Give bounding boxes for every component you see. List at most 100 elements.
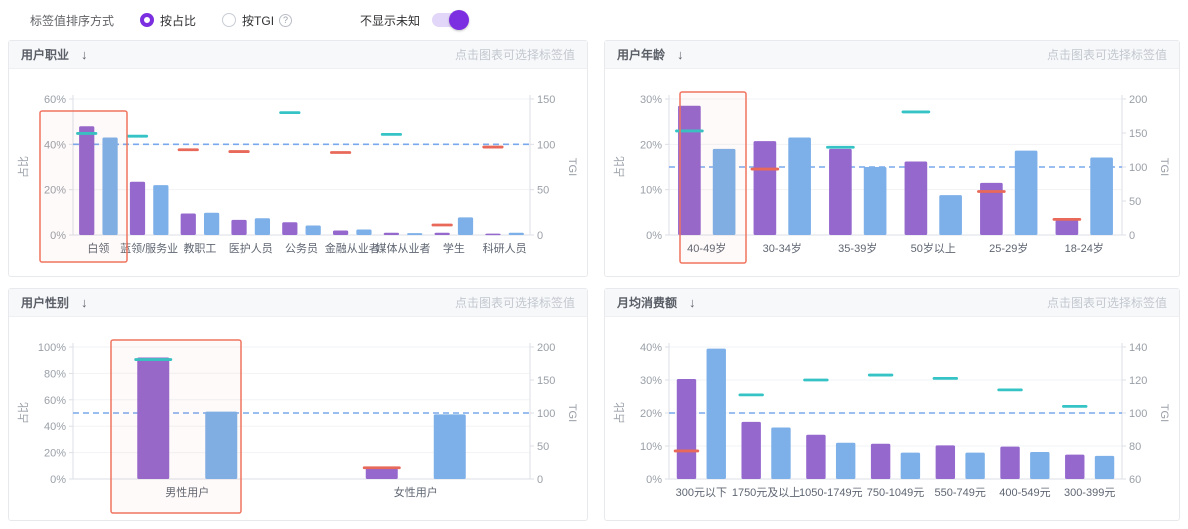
svg-text:0: 0: [537, 474, 543, 486]
svg-text:TGI: TGI: [566, 404, 578, 422]
svg-text:35-39岁: 35-39岁: [838, 241, 877, 255]
svg-text:0%: 0%: [50, 474, 66, 486]
svg-text:40%: 40%: [44, 421, 66, 433]
sort-descending-icon[interactable]: ↓: [81, 47, 88, 62]
svg-text:占比: 占比: [16, 402, 30, 424]
radio-by-ratio[interactable]: 按占比: [140, 12, 196, 29]
svg-text:10%: 10%: [640, 185, 662, 197]
svg-text:科研人员: 科研人员: [483, 241, 527, 255]
svg-text:1750元及以上: 1750元及以上: [732, 486, 800, 499]
svg-text:100%: 100%: [38, 342, 66, 354]
svg-text:100: 100: [537, 139, 555, 151]
panel-header: 用户职业 ↓ 点击图表可选择标签值: [9, 41, 587, 69]
svg-text:TGI: TGI: [1158, 404, 1170, 422]
svg-text:媒体从业者: 媒体从业者: [376, 241, 431, 255]
svg-text:TGI: TGI: [566, 158, 578, 176]
age-bar-chart[interactable]: 0% 10% 20% 30% 0 50 100 150 200 40-49岁 30-34岁 35-39…: [605, 69, 1179, 276]
panel-title: 月均消费额: [617, 296, 678, 310]
svg-text:20%: 20%: [44, 185, 66, 197]
spend-bar-chart[interactable]: 0% 10% 20% 30% 40% 60 80 100 120 140 300元以下 1750元及以…: [605, 317, 1179, 520]
sort-descending-icon[interactable]: ↓: [81, 295, 88, 310]
svg-text:40-49岁: 40-49岁: [687, 241, 726, 255]
panel-header: 用户性别 ↓ 点击图表可选择标签值: [9, 289, 587, 317]
svg-text:10%: 10%: [640, 441, 662, 453]
toggle-knob-icon[interactable]: [449, 10, 470, 30]
panel-note: 点击图表可选择标签值: [454, 48, 575, 62]
svg-text:20%: 20%: [44, 448, 66, 460]
svg-text:150: 150: [537, 94, 555, 106]
svg-text:400-549元: 400-549元: [999, 487, 1050, 499]
highlight-box: [110, 339, 242, 514]
panel-title: 用户年龄: [617, 48, 666, 62]
svg-text:60%: 60%: [44, 94, 66, 106]
radio-by-ratio-label: 按占比: [160, 13, 197, 28]
svg-text:60%: 60%: [44, 395, 66, 407]
svg-text:0%: 0%: [646, 474, 662, 486]
svg-text:140: 140: [1129, 342, 1147, 354]
svg-text:50岁以上: 50岁以上: [911, 241, 956, 255]
gender-bar-chart[interactable]: 0% 20% 40% 60% 80% 100% 0 50 100 150 200 男性用户 女性用户 占比…: [9, 317, 587, 520]
panel-header: 月均消费额 ↓ 点击图表可选择标签值: [605, 289, 1179, 317]
highlight-box: [679, 91, 747, 264]
svg-text:60: 60: [1129, 474, 1141, 486]
svg-text:120: 120: [1129, 375, 1147, 387]
panel-note: 点击图表可选择标签值: [1046, 296, 1167, 310]
sort-descending-icon[interactable]: ↓: [689, 295, 696, 310]
svg-text:白领: 白领: [87, 241, 109, 255]
svg-text:100: 100: [1129, 408, 1147, 420]
panel-user-gender: 用户性别 ↓ 点击图表可选择标签值 0% 20% 40% 60% 80% 100% 0 50 1…: [8, 288, 588, 521]
svg-text:80%: 80%: [44, 368, 66, 380]
help-question-icon[interactable]: ?: [279, 13, 293, 27]
svg-text:50: 50: [1129, 196, 1141, 208]
sort-mode-label: 标签值排序方式: [30, 13, 115, 28]
svg-text:0%: 0%: [646, 230, 662, 242]
svg-text:TGI: TGI: [1158, 158, 1170, 176]
svg-text:100: 100: [537, 408, 555, 420]
svg-text:300元以下: 300元以下: [676, 487, 727, 499]
panel-title: 用户职业: [21, 48, 70, 62]
svg-text:150: 150: [1129, 128, 1147, 140]
hide-unknown-label: 不显示未知: [360, 13, 421, 28]
svg-text:40%: 40%: [640, 342, 662, 354]
svg-text:学生: 学生: [443, 241, 465, 255]
radio-by-tgi[interactable]: 按TGI ?: [222, 12, 293, 29]
svg-text:80: 80: [1129, 441, 1141, 453]
svg-text:200: 200: [537, 342, 555, 354]
hide-unknown-toggle[interactable]: [432, 10, 470, 30]
svg-text:女性用户: 女性用户: [394, 485, 438, 499]
svg-text:50: 50: [537, 185, 549, 197]
svg-text:0: 0: [537, 230, 543, 242]
svg-text:18-24岁: 18-24岁: [1065, 241, 1104, 255]
svg-text:金融从业者: 金融从业者: [325, 241, 380, 255]
svg-text:占比: 占比: [612, 402, 626, 424]
svg-text:25-29岁: 25-29岁: [989, 241, 1028, 255]
svg-text:20%: 20%: [640, 408, 662, 420]
svg-text:医护人员: 医护人员: [229, 241, 273, 255]
svg-text:占比: 占比: [612, 156, 626, 178]
svg-text:教职工: 教职工: [183, 242, 216, 255]
svg-text:30%: 30%: [640, 94, 662, 106]
radio-selected-icon[interactable]: [140, 13, 155, 27]
radio-unselected-icon[interactable]: [222, 13, 237, 27]
sort-descending-icon[interactable]: ↓: [677, 47, 684, 62]
svg-text:蓝领/服务业: 蓝领/服务业: [120, 242, 178, 255]
svg-text:0%: 0%: [50, 230, 66, 242]
svg-text:30-34岁: 30-34岁: [763, 241, 802, 255]
panel-user-occupation: 用户职业 ↓ 点击图表可选择标签值 0% 20% 40% 60% 0 50 100 150 白领…: [8, 40, 588, 277]
svg-text:0: 0: [1129, 230, 1135, 242]
svg-text:30%: 30%: [640, 375, 662, 387]
svg-text:750-1049元: 750-1049元: [867, 487, 925, 499]
panel-header: 用户年龄 ↓ 点击图表可选择标签值: [605, 41, 1179, 69]
svg-text:男性用户: 男性用户: [165, 485, 209, 499]
panel-monthly-spend: 月均消费额 ↓ 点击图表可选择标签值 0% 10% 20% 30% 40% 60 80 100…: [604, 288, 1180, 521]
occupation-bar-chart[interactable]: 0% 20% 40% 60% 0 50 100 150 白领蓝领/服务业教职工医护人员公务员金融…: [9, 69, 587, 276]
svg-text:40%: 40%: [44, 139, 66, 151]
radio-by-tgi-label: 按TGI: [242, 13, 275, 28]
svg-text:100: 100: [1129, 162, 1147, 174]
svg-text:550-749元: 550-749元: [935, 487, 986, 499]
svg-text:1050-1749元: 1050-1749元: [799, 487, 863, 499]
panel-note: 点击图表可选择标签值: [1046, 48, 1167, 62]
highlight-box: [39, 110, 128, 263]
svg-text:20%: 20%: [640, 139, 662, 151]
